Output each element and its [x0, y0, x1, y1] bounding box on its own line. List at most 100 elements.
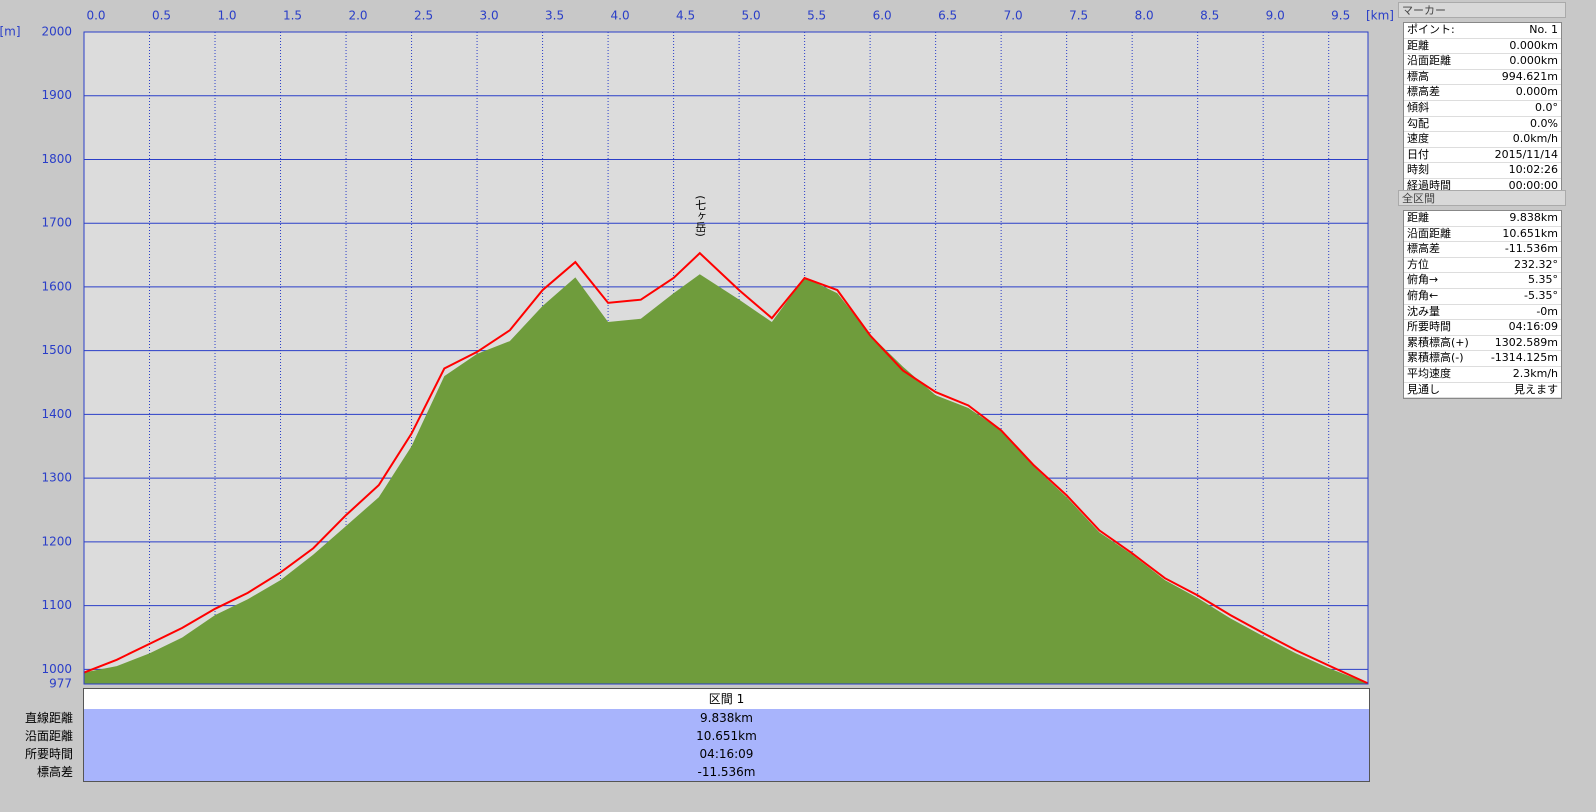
row-label: 標高 [1407, 69, 1429, 83]
y-tick-label: 977 [49, 677, 72, 691]
row-label: 俯角→ [1407, 273, 1439, 287]
row-label: 勾配 [1407, 116, 1429, 130]
row-value: -11.536m [1504, 242, 1558, 256]
row-label: 所要時間 [1407, 320, 1451, 334]
section-header: 区間 1 [84, 689, 1369, 709]
panel-row: 標高 994.621m [1404, 70, 1561, 86]
panel-row: 方位 232.32° [1404, 258, 1561, 274]
row-label: 沿面距離 [1407, 226, 1451, 240]
row-label: 距離 [1407, 211, 1429, 224]
panel-row: 累積標高(+) 1302.589m [1404, 336, 1561, 352]
panel-row: 標高差 0.000m [1404, 85, 1561, 101]
row-value: -1314.125m [1490, 351, 1558, 365]
panel-row: 所要時間 04:16:09 [1404, 320, 1561, 336]
x-tick-label: 3.5 [545, 9, 564, 23]
row-value: 見えます [1514, 382, 1558, 396]
panel-row: 累積標高(-) -1314.125m [1404, 351, 1561, 367]
row-value: -11.536m [84, 763, 1369, 781]
row-label: 沿面距離 [24, 729, 73, 743]
panel-row: 標高差 -11.536m [1404, 242, 1561, 258]
y-tick-label: 1800 [41, 152, 72, 166]
x-tick-label: 5.0 [742, 9, 761, 23]
x-tick-label: 2.0 [348, 9, 367, 23]
marker-title: マーカー [1398, 2, 1566, 18]
x-tick-label: 1.0 [217, 9, 236, 23]
row-value: 994.621m [1501, 69, 1558, 83]
row-value: -5.35° [1524, 288, 1558, 302]
y-tick-label: 1200 [41, 534, 72, 548]
x-tick-label: 6.0 [873, 9, 892, 23]
x-tick-label: 5.5 [807, 9, 826, 23]
row-value: 0.0% [1530, 116, 1558, 130]
row-label: 標高差 [36, 765, 73, 779]
x-tick-label: 6.5 [938, 9, 957, 23]
x-tick-label: 8.5 [1200, 9, 1219, 23]
x-tick-label: 7.0 [1004, 9, 1023, 23]
row-value: 2015/11/14 [1494, 147, 1558, 161]
row-value: 0.000m [1515, 85, 1558, 99]
y-tick-label: 2000 [41, 25, 72, 39]
row-value: 5.35° [1528, 273, 1558, 287]
y-tick-label: 1100 [41, 598, 72, 612]
row-label: 標高差 [1407, 85, 1440, 99]
panel-row: 見通し 見えます [1404, 383, 1561, 399]
x-unit: [km] [1366, 9, 1394, 23]
row-value: -0m [1536, 304, 1558, 318]
row-value: 00:00:00 [1508, 178, 1558, 192]
row-value: 0.000km [1509, 54, 1558, 68]
panel-row: 傾斜 0.0° [1404, 101, 1561, 117]
row-value: 9.838km [1509, 211, 1558, 224]
y-tick-label: 1400 [41, 407, 72, 421]
panel-row: 時刻 10:02:26 [1404, 163, 1561, 179]
x-tick-label: 4.0 [611, 9, 630, 23]
row-label: 平均速度 [1407, 366, 1451, 380]
x-tick-label: 9.0 [1266, 9, 1285, 23]
row-label: 速度 [1407, 132, 1429, 146]
row-label: 距離 [1407, 38, 1429, 52]
peak-annotation: (七ヶ岳) [694, 195, 707, 237]
row-value: 1302.589m [1494, 335, 1558, 349]
panel-row: 俯角← -5.35° [1404, 289, 1561, 305]
y-tick-label: 1300 [41, 471, 72, 485]
section-labels: 直線距離 沿面距離 所要時間 標高差 [0, 709, 80, 781]
track-line [83, 251, 1369, 685]
row-value: No. 1 [1529, 23, 1558, 36]
row-label: 累積標高(+) [1407, 335, 1469, 349]
section-table: 区間 1 9.838km 10.651km 04:16:09 -11.536m [83, 688, 1370, 782]
marker-panel: ポイント: No. 1 距離 0.000km 沿面距離 0.000km 標高 994.621m… [1403, 22, 1562, 196]
x-tick-label: 7.5 [1069, 9, 1088, 23]
row-value: 232.32° [1514, 257, 1558, 271]
x-tick-label: 4.5 [676, 9, 695, 23]
row-label: 俯角← [1407, 288, 1439, 302]
row-label: ポイント: [1407, 23, 1455, 36]
row-label: 沈み量 [1407, 304, 1440, 318]
row-value: 10.651km [84, 727, 1369, 745]
panel-row: 俯角→ 5.35° [1404, 273, 1561, 289]
row-label: 所要時間 [24, 747, 73, 761]
row-label: 沿面距離 [1407, 54, 1451, 68]
row-label: 累積標高(-) [1407, 351, 1464, 365]
row-value: 04:16:09 [84, 745, 1369, 763]
row-value: 10:02:26 [1508, 163, 1558, 177]
row-label: 見通し [1407, 382, 1440, 396]
y-tick-label: 1600 [41, 279, 72, 293]
y-tick-label: 1900 [41, 88, 72, 102]
panel-row: 速度 0.0km/h [1404, 132, 1561, 148]
panel-row: 沿面距離 10.651km [1404, 227, 1561, 243]
row-label: 経過時間 [1407, 178, 1451, 192]
row-label: 日付 [1407, 147, 1429, 161]
row-label: 傾斜 [1407, 100, 1429, 114]
total-panel: 距離 9.838km 沿面距離 10.651km 標高差 -11.536m 方位 232.32… [1403, 210, 1562, 400]
total-title: 全区間 [1398, 190, 1566, 206]
row-value: 10.651km [1502, 226, 1558, 240]
row-value: 0.000km [1509, 38, 1558, 52]
x-tick-label: 2.5 [414, 9, 433, 23]
x-tick-label: 0.0 [86, 9, 105, 23]
plot-border [83, 31, 1369, 685]
x-tick-label: 9.5 [1331, 9, 1350, 23]
row-value: 04:16:09 [1508, 320, 1558, 334]
y-tick-label: 1700 [41, 216, 72, 230]
panel-row: 平均速度 2.3km/h [1404, 367, 1561, 383]
